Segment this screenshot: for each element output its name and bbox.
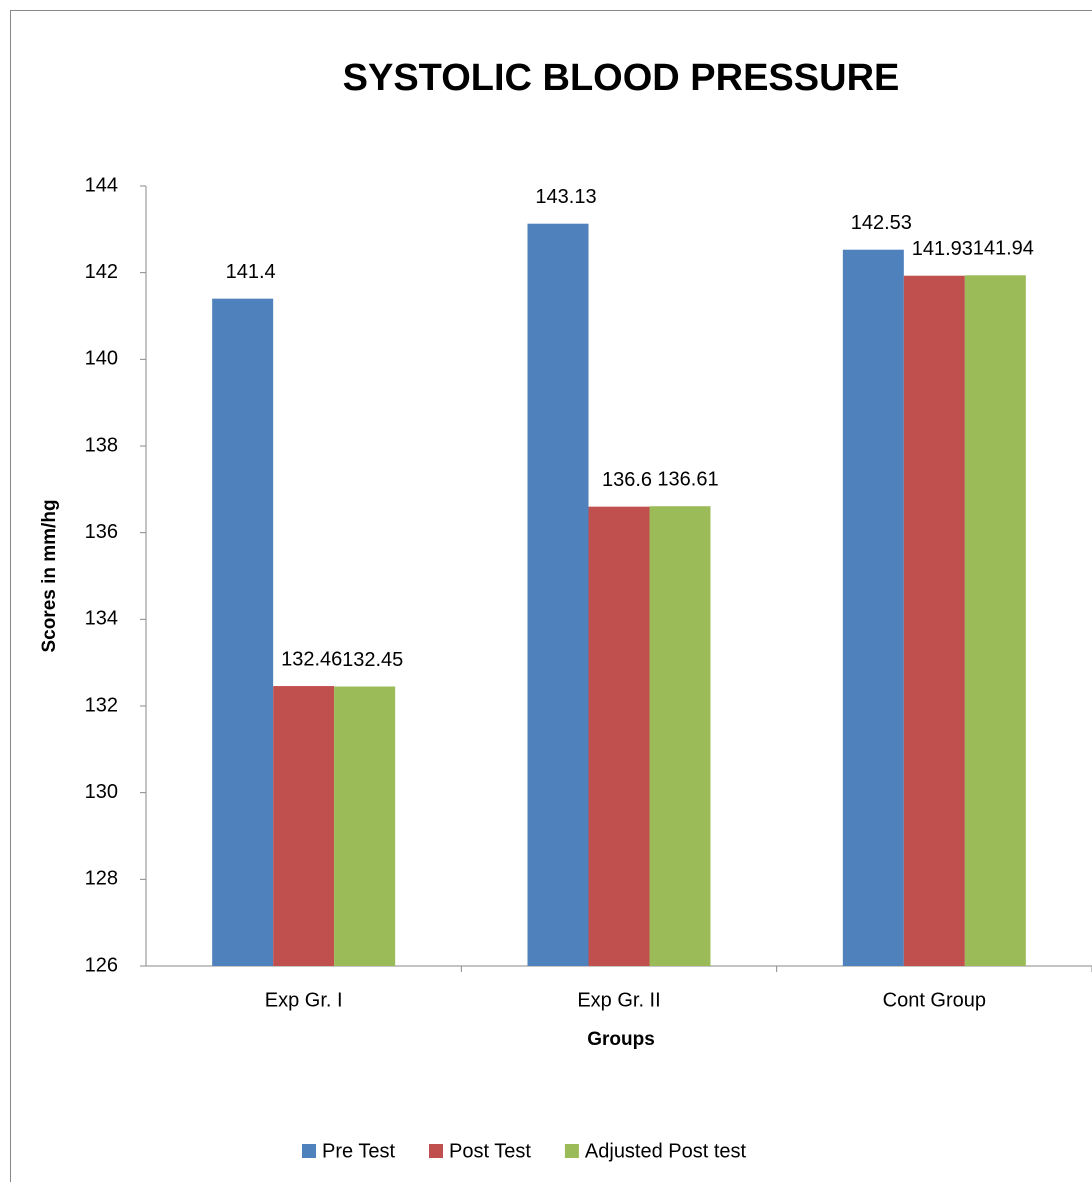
legend-label: Adjusted Post test xyxy=(585,1140,747,1162)
y-axis-title: Scores in mm/hg xyxy=(39,499,60,652)
data-label: 141.4 xyxy=(226,261,276,283)
x-tick-label: Cont Group xyxy=(883,989,986,1011)
chart-title: SYSTOLIC BLOOD PRESSURE xyxy=(343,57,900,99)
data-label: 142.53 xyxy=(851,212,912,234)
legend-swatch xyxy=(302,1144,316,1158)
data-label: 132.45 xyxy=(342,649,403,671)
x-tick-label: Exp Gr. II xyxy=(577,989,660,1011)
y-tick-label: 126 xyxy=(85,954,118,976)
y-tick-label: 144 xyxy=(85,174,118,196)
bar xyxy=(527,223,589,966)
data-label: 136.61 xyxy=(657,469,718,491)
y-tick-label: 134 xyxy=(85,608,118,630)
bar xyxy=(903,275,965,966)
bar xyxy=(273,686,335,966)
y-tick-label: 132 xyxy=(85,694,118,716)
bar xyxy=(649,506,711,966)
y-tick-label: 130 xyxy=(85,781,118,803)
data-label: 136.6 xyxy=(602,469,652,491)
legend-swatch xyxy=(429,1144,443,1158)
bar xyxy=(212,298,274,967)
bar xyxy=(842,249,904,966)
legend-label: Pre Test xyxy=(322,1140,395,1162)
y-tick-label: 136 xyxy=(85,521,118,543)
y-tick-label: 142 xyxy=(85,261,118,283)
data-label: 132.46 xyxy=(281,648,342,670)
data-label: 143.13 xyxy=(535,186,596,208)
bar xyxy=(588,506,650,966)
x-tick-label: Exp Gr. I xyxy=(265,989,343,1011)
bar xyxy=(964,275,1026,966)
bar xyxy=(334,686,396,966)
data-label: 141.94 xyxy=(973,238,1034,260)
data-label: 141.93 xyxy=(912,238,973,260)
legend-swatch xyxy=(564,1144,579,1158)
y-tick-label: 128 xyxy=(85,868,118,890)
y-tick-label: 140 xyxy=(85,348,118,370)
x-axis-title: Groups xyxy=(587,1029,655,1050)
legend-label: Post Test xyxy=(449,1140,531,1162)
y-tick-label: 138 xyxy=(85,434,118,456)
